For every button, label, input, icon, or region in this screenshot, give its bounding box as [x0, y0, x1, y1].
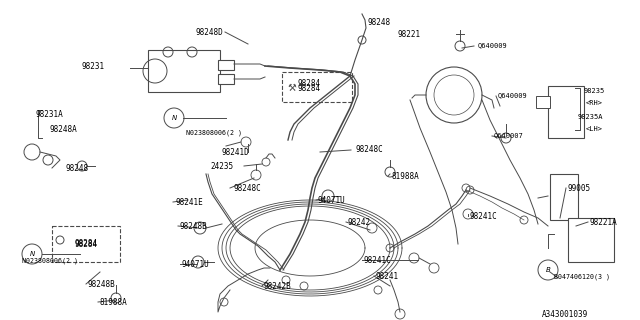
- Bar: [148, 50, 220, 92]
- Text: 94071U: 94071U: [318, 196, 346, 205]
- Text: Q640009: Q640009: [478, 42, 508, 48]
- Text: 98284: 98284: [74, 240, 97, 249]
- Bar: [568, 218, 614, 262]
- Text: 98248: 98248: [368, 18, 391, 27]
- Text: 98248C: 98248C: [234, 184, 262, 193]
- Text: 94071U: 94071U: [182, 260, 210, 269]
- Text: 98248A: 98248A: [50, 125, 77, 134]
- Text: 98221A: 98221A: [590, 218, 618, 227]
- Text: 98248C: 98248C: [355, 145, 383, 154]
- Text: 98248: 98248: [65, 164, 88, 173]
- Text: Q640007: Q640007: [494, 132, 524, 138]
- Text: N023808006(2 ): N023808006(2 ): [22, 258, 78, 265]
- Text: 98248B: 98248B: [180, 222, 208, 231]
- Text: <RH>: <RH>: [586, 100, 603, 106]
- Text: 98241C: 98241C: [470, 212, 498, 221]
- Bar: [282, 72, 352, 102]
- Text: 81988A: 81988A: [100, 298, 128, 307]
- Text: 81988A: 81988A: [392, 172, 420, 181]
- Text: 98231: 98231: [82, 62, 105, 71]
- Text: 98241C: 98241C: [364, 256, 392, 265]
- Text: B: B: [546, 267, 550, 273]
- Text: 98235: 98235: [584, 88, 605, 94]
- Text: 98221: 98221: [398, 30, 421, 39]
- Text: B047406120(3 ): B047406120(3 ): [554, 274, 610, 281]
- Text: N: N: [29, 251, 35, 257]
- Text: 98235A: 98235A: [578, 114, 604, 120]
- Text: 98248D: 98248D: [195, 28, 223, 37]
- Bar: [52, 226, 120, 262]
- Text: ⚒: ⚒: [287, 83, 296, 93]
- Text: 98248B: 98248B: [88, 280, 116, 289]
- Text: <LH>: <LH>: [586, 126, 603, 132]
- Bar: [550, 174, 578, 220]
- Text: 98242B: 98242B: [264, 282, 292, 291]
- Text: 24235: 24235: [210, 162, 233, 171]
- Bar: [218, 74, 234, 84]
- Text: 99005: 99005: [568, 184, 591, 193]
- Text: 98284: 98284: [74, 239, 97, 249]
- Text: 98284: 98284: [298, 79, 321, 89]
- Bar: [218, 60, 234, 70]
- Bar: [548, 86, 584, 138]
- Text: 98284: 98284: [298, 84, 321, 93]
- Text: N023808006(2 ): N023808006(2 ): [186, 130, 242, 137]
- Text: Q640009: Q640009: [498, 92, 528, 98]
- Text: 98231A: 98231A: [35, 110, 63, 119]
- Text: 98241: 98241: [376, 272, 399, 281]
- Text: A343001039: A343001039: [542, 310, 588, 319]
- Text: 98242: 98242: [348, 218, 371, 227]
- Text: N: N: [172, 115, 177, 121]
- Text: 98241E: 98241E: [175, 198, 203, 207]
- Text: 98241D: 98241D: [222, 148, 250, 157]
- Bar: [536, 96, 550, 108]
